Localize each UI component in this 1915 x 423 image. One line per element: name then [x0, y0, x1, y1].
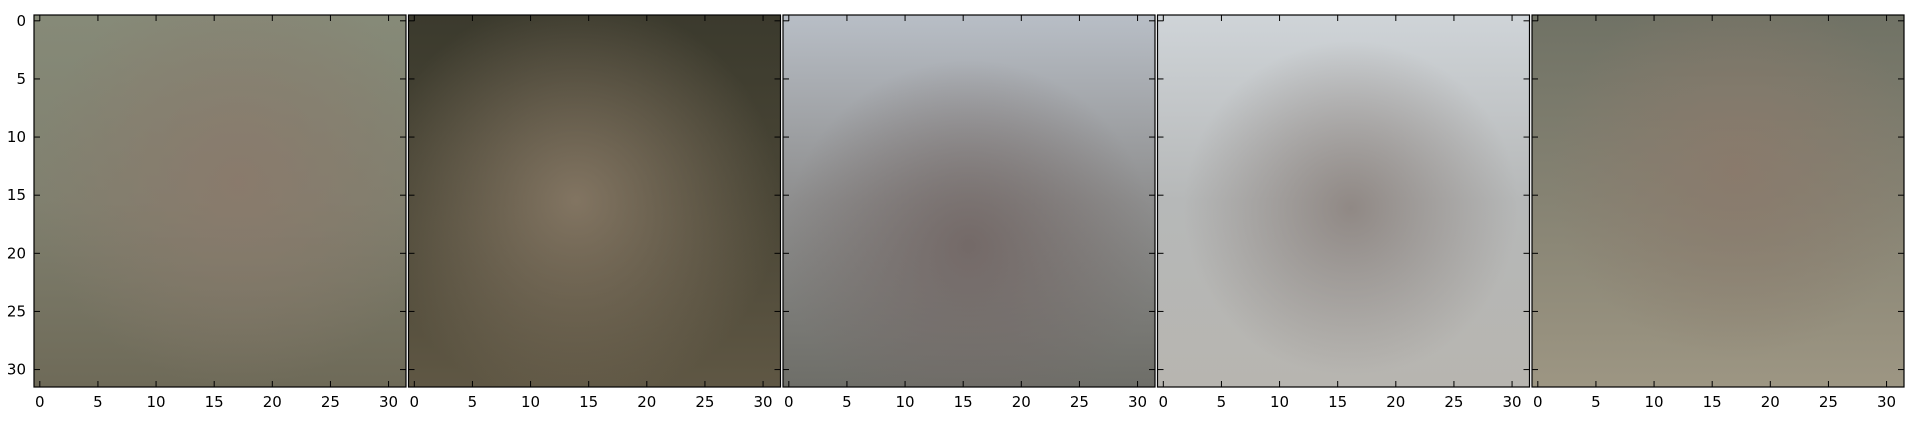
x-tick-label: 0	[35, 393, 45, 411]
x-tick-label: 25	[1444, 393, 1463, 411]
x-tick-label: 30	[1128, 393, 1147, 411]
x-tick-label: 10	[147, 393, 166, 411]
y-tick-label: 25	[7, 302, 26, 320]
panels	[33, 14, 1905, 388]
panel-5	[1531, 14, 1905, 388]
panel-2-frame	[407, 14, 782, 388]
x-tick-label: 0	[1159, 393, 1169, 411]
x-tick-label: 10	[1645, 393, 1664, 411]
x-axis-ticks: 0 5 10 15 20 25 30 0 5 10 15 20 25 30 0 5 10 15 20 25 30 0 5 10…	[35, 15, 1896, 411]
x-tick-label: 20	[1761, 393, 1780, 411]
x-tick-label: 5	[93, 393, 103, 411]
panel-5-glow	[1532, 15, 1904, 387]
x-tick-label: 15	[579, 393, 598, 411]
x-tick-label: 15	[205, 393, 224, 411]
x-tick-label: 20	[637, 393, 656, 411]
x-tick-label: 0	[410, 393, 420, 411]
y-tick-label: 15	[7, 186, 26, 204]
y-tick-label: 30	[7, 361, 26, 379]
x-tick-label: 20	[1386, 393, 1405, 411]
x-tick-label: 30	[1877, 393, 1896, 411]
x-tick-label: 25	[321, 393, 340, 411]
x-tick-label: 25	[695, 393, 714, 411]
x-tick-label: 10	[1270, 393, 1289, 411]
panel-2	[407, 14, 782, 388]
x-tick-label: 30	[379, 393, 398, 411]
x-tick-label: 5	[1217, 393, 1227, 411]
panel-3-frame	[782, 14, 1156, 388]
x-tick-label: 10	[521, 393, 540, 411]
panel-2-glow	[408, 15, 781, 387]
panel-5-frame	[1531, 14, 1905, 388]
x-tick-label: 25	[1070, 393, 1089, 411]
y-tick-label: 0	[16, 12, 26, 30]
panel-4	[1156, 14, 1531, 388]
x-tick-label: 5	[842, 393, 852, 411]
x-tick-label: 5	[468, 393, 478, 411]
x-tick-label: 25	[1819, 393, 1838, 411]
x-tick-label: 15	[1328, 393, 1347, 411]
x-tick-label: 15	[954, 393, 973, 411]
panel-1	[33, 14, 407, 388]
y-axis-ticks: 0 5 10 15 20 25 30	[7, 12, 1904, 379]
x-tick-label: 0	[1533, 393, 1543, 411]
x-tick-label: 20	[263, 393, 282, 411]
x-tick-label: 30	[754, 393, 773, 411]
y-tick-label: 10	[7, 128, 26, 146]
panel-3-glow	[783, 15, 1155, 387]
x-tick-label: 20	[1012, 393, 1031, 411]
panel-4-glow	[1157, 15, 1530, 387]
panel-3	[782, 14, 1156, 388]
x-tick-label: 30	[1503, 393, 1522, 411]
panel-1-glow	[34, 15, 406, 387]
x-tick-label: 10	[896, 393, 915, 411]
y-tick-label: 20	[7, 244, 26, 262]
panel-1-frame	[33, 14, 407, 388]
x-tick-label: 5	[1591, 393, 1601, 411]
y-tick-label: 5	[16, 70, 26, 88]
panel-4-frame	[1156, 14, 1531, 388]
x-tick-label: 0	[784, 393, 794, 411]
x-tick-label: 15	[1703, 393, 1722, 411]
